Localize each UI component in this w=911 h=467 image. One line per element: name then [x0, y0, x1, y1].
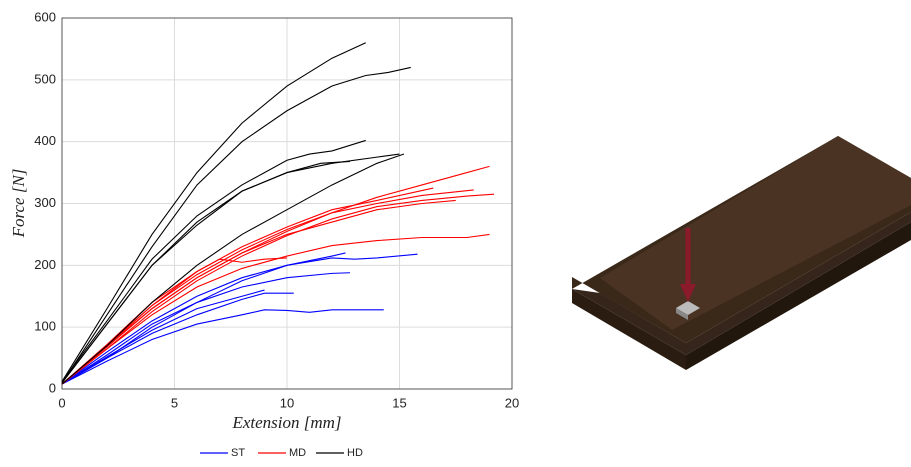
raised-block-top	[600, 136, 911, 330]
legend-label: MD	[289, 447, 306, 459]
curve	[61, 252, 346, 385]
y-tick-label: 0	[49, 380, 56, 395]
curve	[61, 187, 434, 385]
y-tick-label: 200	[34, 257, 56, 272]
load-plate-side	[676, 308, 688, 320]
x-axis-title: Extension [mm]	[231, 413, 341, 432]
y-tick-label: 600	[34, 9, 56, 24]
curve	[61, 292, 294, 385]
curve	[61, 139, 366, 382]
y-tick-label: 400	[34, 133, 56, 148]
curve	[61, 153, 405, 385]
slab-front-face	[686, 222, 911, 370]
legend-label: HD	[347, 447, 363, 459]
x-tick-label: 10	[280, 395, 294, 410]
render-3d	[572, 136, 911, 370]
curve	[61, 253, 418, 385]
y-tick-label: 100	[34, 319, 56, 334]
x-tick-label: 5	[171, 395, 178, 410]
x-tick-label: 15	[392, 395, 406, 410]
curve	[61, 309, 384, 385]
x-tick-label: 0	[58, 395, 65, 410]
force-arrow-head	[680, 284, 696, 302]
plot-frame	[61, 17, 513, 390]
curve	[61, 66, 411, 384]
curve	[61, 199, 456, 385]
curve	[61, 233, 490, 385]
slab-left-face	[572, 289, 686, 370]
curve	[61, 289, 265, 385]
curve	[61, 272, 351, 385]
curve	[61, 42, 366, 382]
legend-label: ST	[231, 447, 245, 459]
curve	[61, 193, 495, 385]
y-tick-label: 300	[34, 195, 56, 210]
y-axis-title: Force [N]	[9, 169, 28, 239]
y-tick-label: 500	[34, 71, 56, 86]
x-tick-label: 20	[505, 395, 519, 410]
curve	[61, 160, 351, 384]
